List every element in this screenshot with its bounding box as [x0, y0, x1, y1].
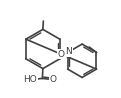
Text: O: O	[49, 75, 56, 84]
Text: N: N	[65, 47, 72, 56]
Text: HO: HO	[23, 75, 37, 84]
Text: O: O	[58, 50, 65, 59]
